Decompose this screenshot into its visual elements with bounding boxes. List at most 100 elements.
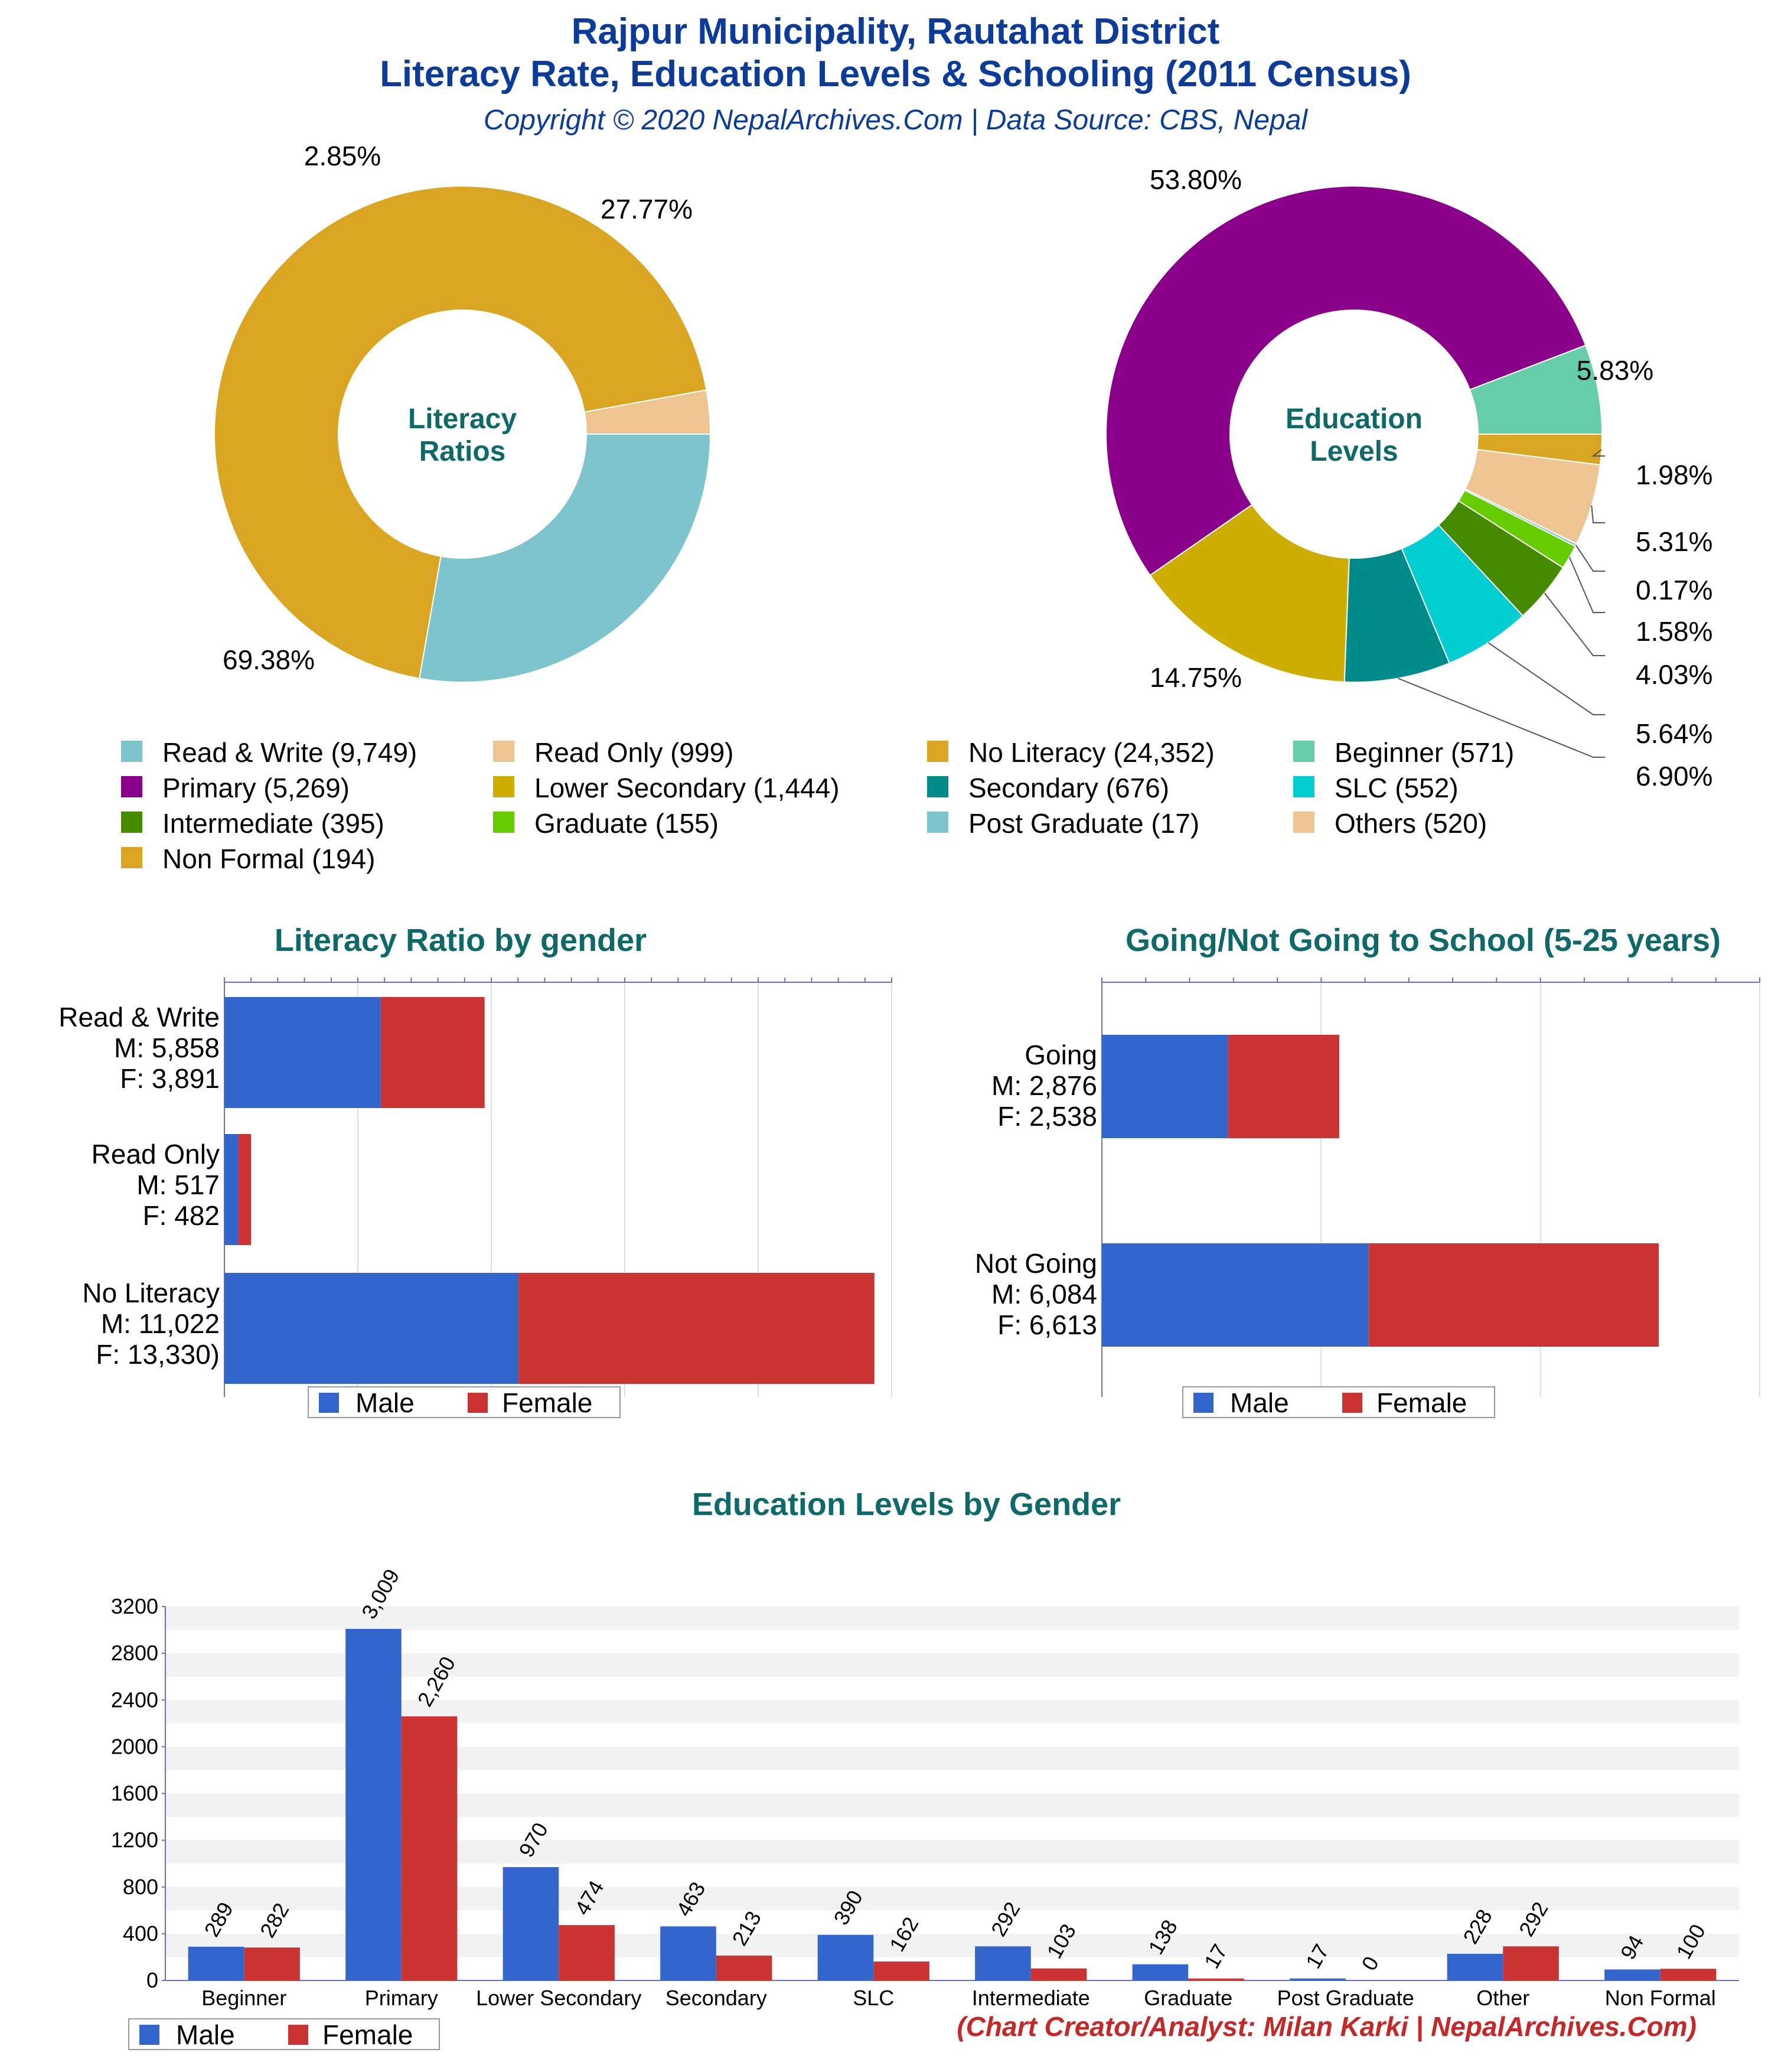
x-tick-label: Graduate <box>1144 1986 1232 2010</box>
category-label: M: 11,022 <box>101 1308 220 1339</box>
bar-female <box>716 1955 772 1980</box>
slice-leader-line <box>1591 449 1605 457</box>
donut-slice-read-only <box>583 389 712 435</box>
bar-male <box>1102 1035 1228 1138</box>
legend-swatch <box>1293 812 1314 833</box>
y-tick-label: 1600 <box>111 1781 158 1806</box>
donut-slice-read-write <box>418 434 712 683</box>
bar-male <box>975 1946 1031 1980</box>
legend-swatch <box>493 812 514 833</box>
category-label: M: 5,858 <box>114 1032 220 1063</box>
y-tick-label: 2800 <box>111 1641 158 1665</box>
legend-female-label: Female <box>502 1387 592 1418</box>
chart-title: Going/Not Going to School (5-25 years) <box>1126 923 1721 958</box>
legend-male-label: Male <box>1230 1387 1289 1418</box>
bar-male <box>1132 1964 1189 1980</box>
bar-female <box>1368 1243 1659 1347</box>
slice-percent-label: 69.38% <box>223 644 315 675</box>
legend-swatch <box>927 741 948 762</box>
y-tick-label: 1200 <box>111 1828 158 1852</box>
slice-percent-label: 5.31% <box>1636 526 1712 557</box>
slice-leader-line <box>1568 556 1605 613</box>
legend-swatch-female <box>468 1393 488 1413</box>
y-tick-label: 2400 <box>111 1687 158 1712</box>
category-label: F: 6,613 <box>997 1309 1097 1340</box>
bar-female <box>380 997 485 1108</box>
legend-item-graduate-155: Graduate (155) <box>534 808 719 839</box>
grid-band <box>165 1676 1739 1700</box>
legend-swatch-male <box>319 1393 339 1413</box>
legend-item-lower-secondary-1-444: Lower Secondary (1,444) <box>534 773 840 803</box>
slice-percent-label: 5.83% <box>1577 355 1653 386</box>
x-tick-label: Secondary <box>665 1986 767 2010</box>
bar-female <box>518 1273 875 1384</box>
legend-swatch <box>121 741 142 762</box>
x-tick-label: SLC <box>853 1986 894 2010</box>
legend-swatch-female <box>1342 1393 1362 1413</box>
bar-female <box>1030 1968 1087 1980</box>
chart-title: Education Levels by Gender <box>692 1487 1121 1522</box>
x-tick-label: Other <box>1476 1986 1529 2010</box>
legend-swatch <box>121 812 142 833</box>
legend-female-label: Female <box>322 2019 413 2050</box>
legend-item-secondary-676: Secondary (676) <box>968 773 1169 803</box>
legend-item-read-write-9-749: Read & Write (9,749) <box>162 737 417 768</box>
category-label: F: 2,538 <box>997 1101 1097 1132</box>
donut-slice-no-literacy <box>214 185 707 679</box>
bar-female <box>1660 1969 1717 1980</box>
bar-male <box>224 1134 239 1245</box>
legend-swatch <box>493 741 514 762</box>
grid-band <box>165 1653 1739 1677</box>
legend-swatch <box>927 812 948 833</box>
slice-leader-line <box>1575 545 1605 572</box>
donut-center-label: Literacy <box>408 403 517 435</box>
category-label: M: 2,876 <box>991 1070 1097 1101</box>
slice-leader-line <box>1544 592 1605 656</box>
legend-swatch <box>927 776 948 797</box>
legend-swatch-female <box>288 2025 308 2045</box>
slice-leader-line <box>1591 505 1605 523</box>
slice-percent-label: 4.03% <box>1636 659 1712 690</box>
category-label: M: 517 <box>136 1169 220 1200</box>
donut-slice-primary <box>1105 185 1587 576</box>
slice-percent-label: 1.98% <box>1636 460 1712 490</box>
slice-percent-label: 0.17% <box>1636 575 1712 605</box>
legend-swatch <box>121 847 142 868</box>
credit-text: (Chart Creator/Analyst: Milan Karki | Ne… <box>957 2011 1697 2042</box>
legend-item-post-graduate-17: Post Graduate (17) <box>968 808 1199 839</box>
category-label: M: 6,084 <box>991 1279 1097 1309</box>
y-tick-label: 0 <box>146 1968 158 1992</box>
bar-male <box>817 1934 874 1980</box>
legend-swatch <box>493 776 514 797</box>
x-tick-label: Beginner <box>201 1986 286 2010</box>
slice-leader-line <box>1397 677 1605 758</box>
bar-female <box>873 1961 929 1980</box>
grid-band <box>165 1630 1739 1654</box>
slice-percent-label: 5.64% <box>1636 718 1712 749</box>
donut-center-label: Levels <box>1310 436 1398 467</box>
bar-male <box>224 997 381 1108</box>
bar-male <box>1290 1978 1346 1980</box>
legend-item-others-520: Others (520) <box>1335 808 1487 839</box>
bar-male <box>1447 1953 1503 1980</box>
donut-center-label: Education <box>1286 403 1423 435</box>
legend-female-label: Female <box>1376 1387 1467 1418</box>
y-tick-label: 800 <box>123 1875 158 1899</box>
category-label: Going <box>1025 1040 1097 1070</box>
slice-percent-label: 53.80% <box>1150 164 1242 195</box>
legend-swatch-male <box>1193 1393 1213 1413</box>
page-title: Rajpur Municipality, Rautahat District L… <box>0 11 1791 96</box>
chart-title: Literacy Ratio by gender <box>275 923 647 958</box>
y-tick-label: 400 <box>123 1921 158 1946</box>
legend-item-beginner-571: Beginner (571) <box>1335 737 1514 768</box>
title-line-1: Rajpur Municipality, Rautahat District <box>571 11 1220 52</box>
legend-item-primary-5-269: Primary (5,269) <box>162 773 350 803</box>
legend-box <box>128 2018 440 2050</box>
legend-male-label: Male <box>176 2019 235 2050</box>
category-label: Read & Write <box>58 1002 220 1032</box>
bar-male <box>224 1273 519 1384</box>
donut-slice-lower-secondary <box>1149 504 1350 683</box>
bar-male <box>503 1867 559 1980</box>
bar-female <box>559 1925 615 1980</box>
